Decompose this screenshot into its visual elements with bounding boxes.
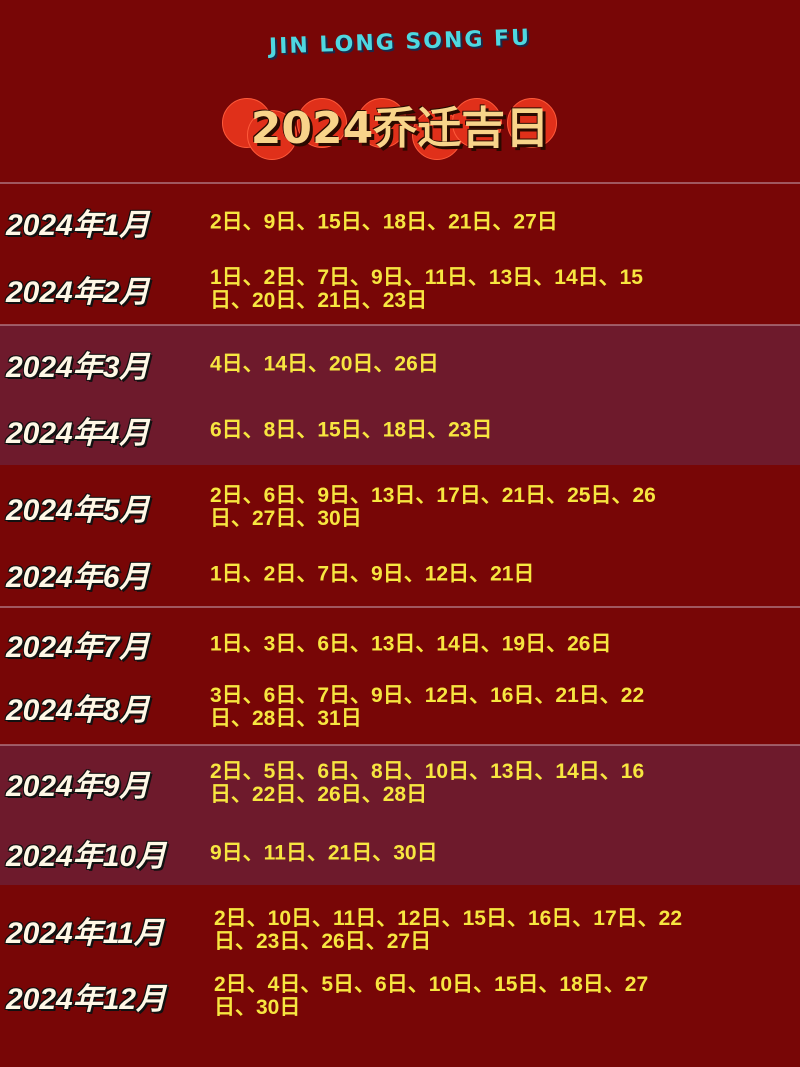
auspicious-days: 2日、6日、9日、13日、17日、21日、25日、26日、27日、30日 — [210, 484, 656, 530]
auspicious-days: 6日、8日、15日、18日、23日 — [210, 418, 493, 442]
month-label: 2024年11月 — [6, 917, 164, 950]
month-label: 2024年6月 — [6, 561, 150, 594]
divider — [0, 182, 800, 184]
month-label: 2024年2月 — [6, 276, 150, 309]
divider — [0, 324, 800, 326]
auspicious-days: 1日、2日、7日、9日、12日、21日 — [210, 562, 535, 586]
divider — [0, 744, 800, 746]
auspicious-days: 1日、2日、7日、9日、11日、13日、14日、15日、20日、21日、23日 — [210, 266, 643, 312]
band-alt-1 — [0, 325, 800, 465]
month-label: 2024年10月 — [6, 840, 167, 873]
month-label: 2024年7月 — [6, 631, 150, 664]
auspicious-days: 2日、9日、15日、18日、21日、27日 — [210, 210, 558, 234]
auspicious-days: 4日、14日、20日、26日 — [210, 352, 439, 376]
auspicious-days: 9日、11日、21日、30日 — [210, 841, 438, 865]
month-label: 2024年1月 — [6, 209, 150, 242]
month-label: 2024年5月 — [6, 494, 150, 527]
auspicious-days: 2日、10日、11日、12日、15日、16日、17日、22日、23日、26日、2… — [214, 907, 683, 953]
page-title: 2024乔迁吉日 — [250, 103, 550, 154]
month-label: 2024年3月 — [6, 351, 150, 384]
month-label: 2024年8月 — [6, 694, 150, 727]
auspicious-days: 3日、6日、7日、9日、12日、16日、21日、22日、28日、31日 — [210, 684, 645, 730]
auspicious-days: 2日、5日、6日、8日、10日、13日、14日、16日、22日、26日、28日 — [210, 760, 645, 806]
decorative-circles — [222, 98, 562, 160]
month-label: 2024年9月 — [6, 770, 150, 803]
auspicious-days: 1日、3日、6日、13日、14日、19日、26日 — [210, 632, 612, 656]
band-alt-2 — [0, 745, 800, 885]
auspicious-days: 2日、4日、5日、6日、10日、15日、18日、27日、30日 — [214, 973, 649, 1019]
month-label: 2024年4月 — [6, 417, 150, 450]
divider — [0, 606, 800, 608]
month-label: 2024年12月 — [6, 983, 167, 1016]
brand-subtitle: JIN LONG SONG FU — [268, 25, 532, 60]
